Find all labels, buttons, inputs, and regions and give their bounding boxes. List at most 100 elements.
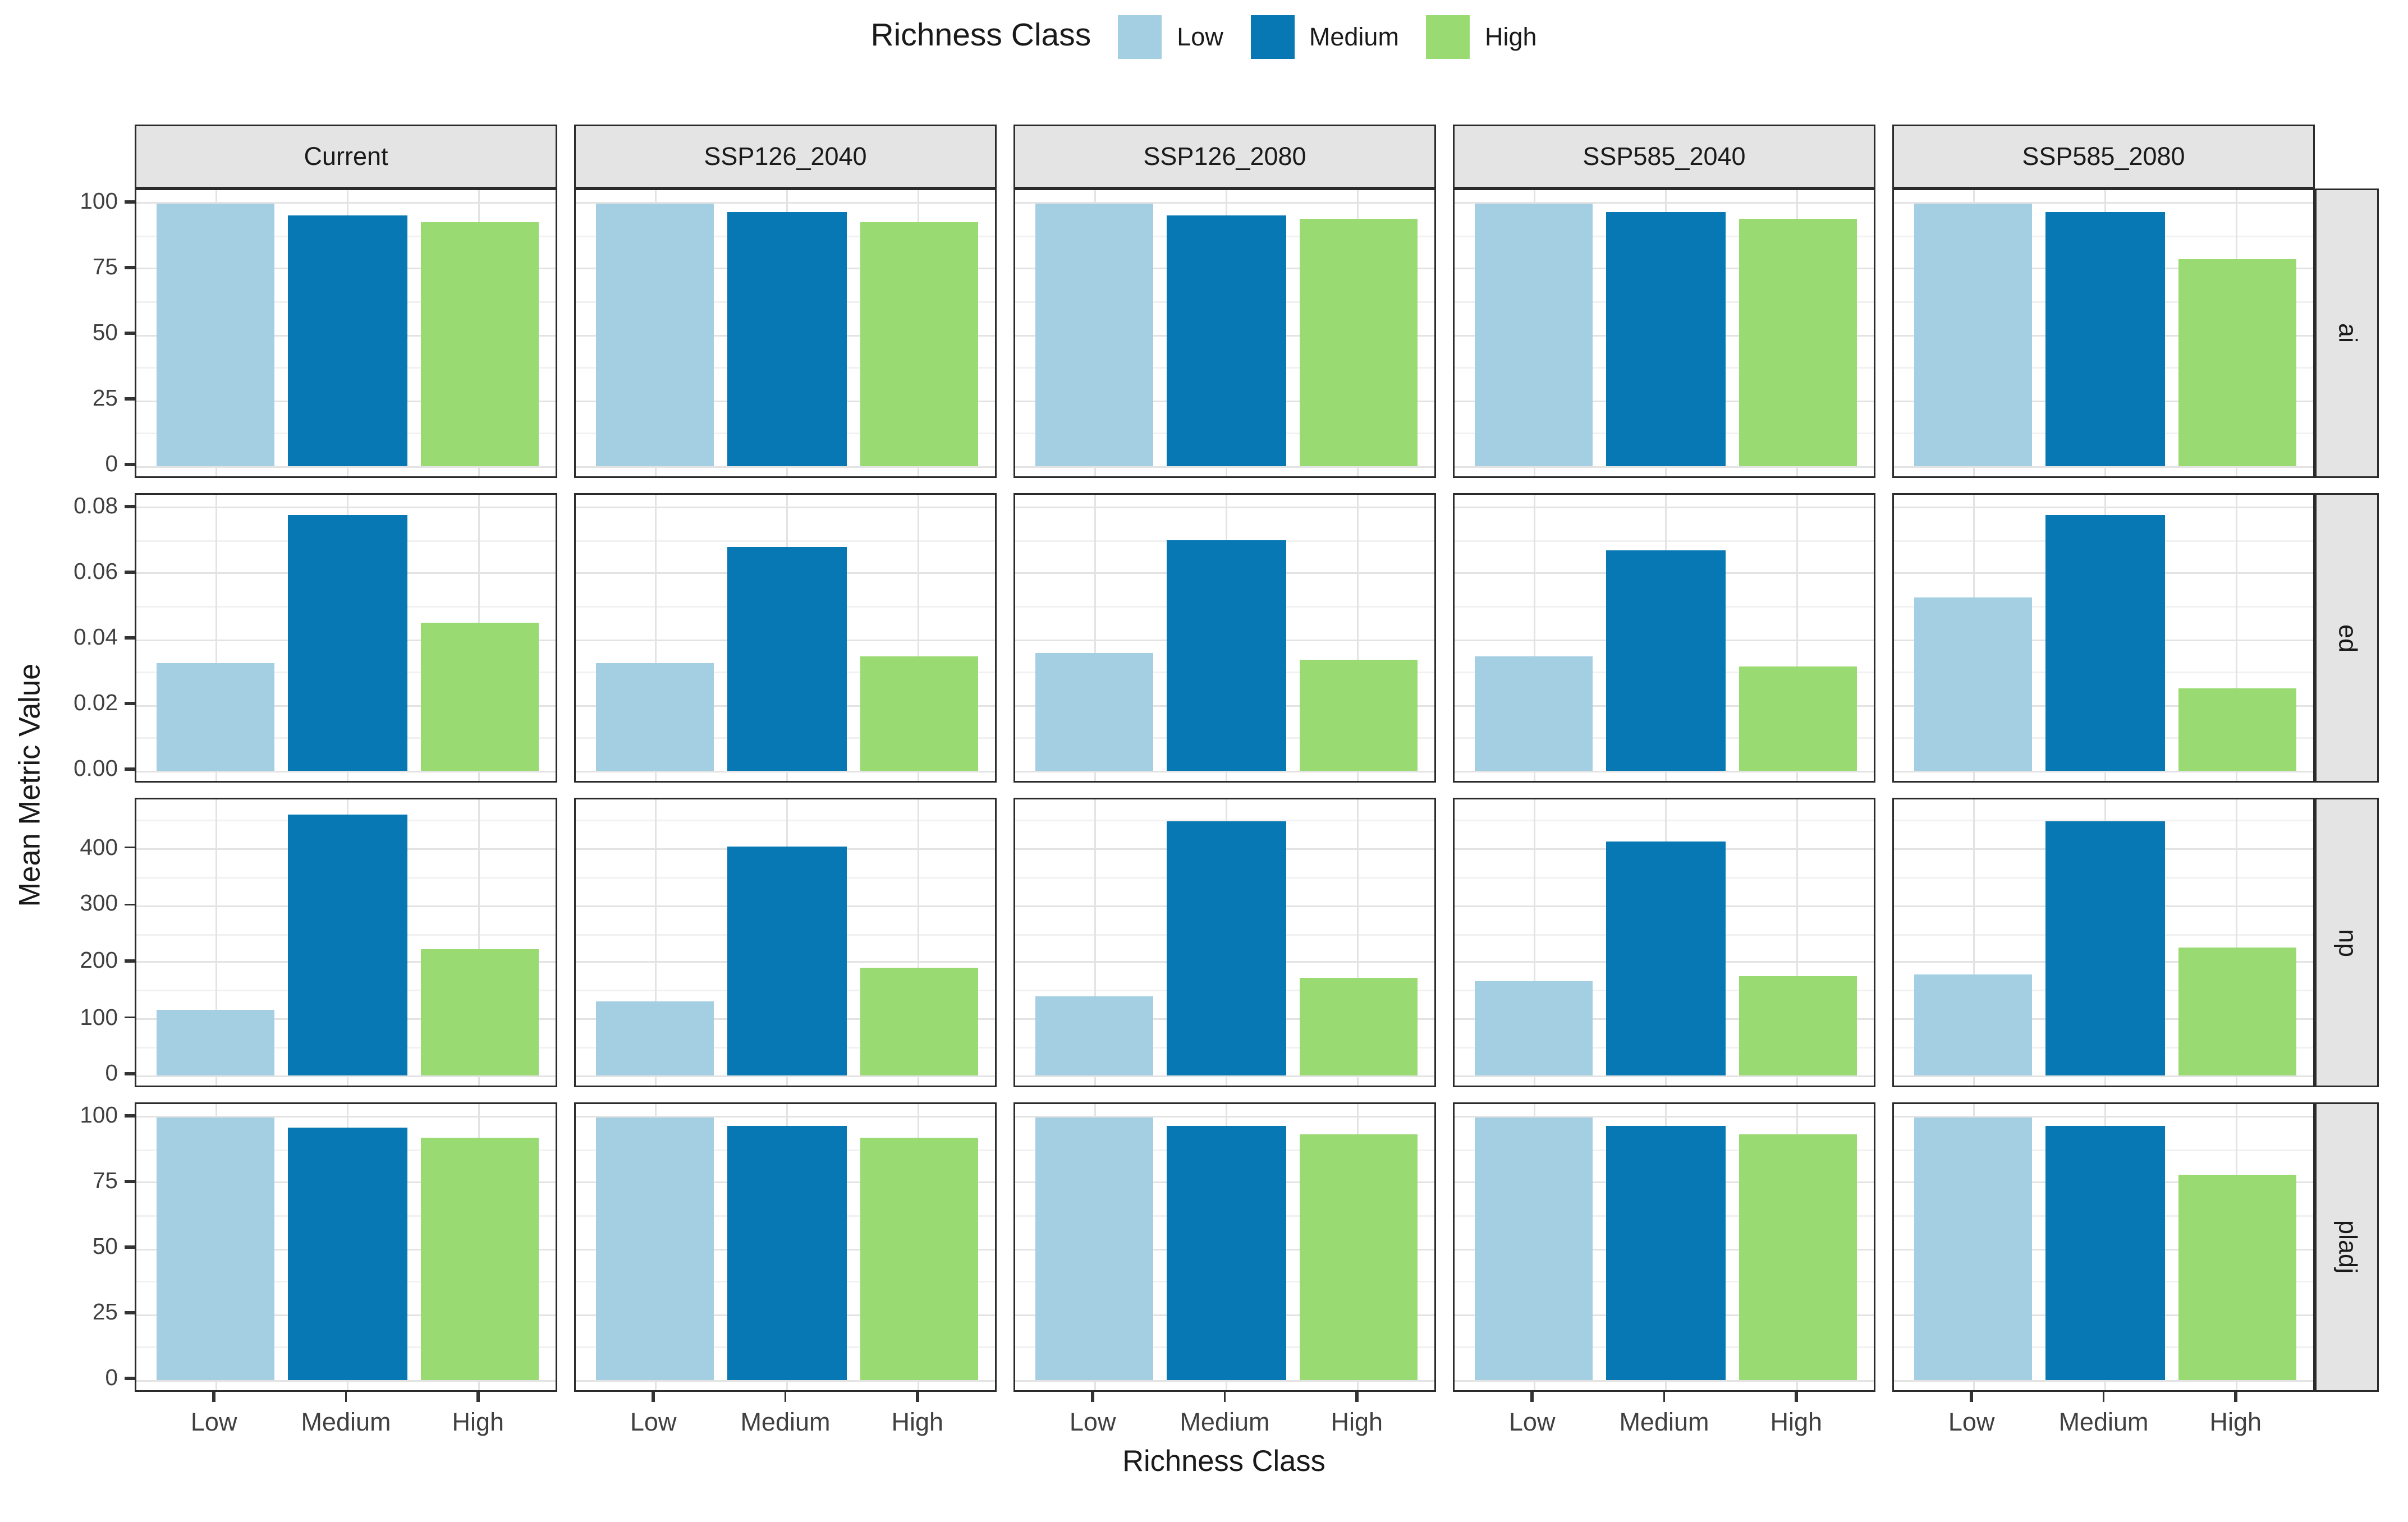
x-axis-title: Richness Class [1122,1444,1325,1478]
bar-medium-np [727,846,847,1076]
y-tick-label: 400 [80,834,118,860]
facet-panel [574,493,997,783]
facet-column-strip: Current [135,125,557,188]
bar-low-np [1914,974,2033,1076]
gridline-major [1455,202,1874,204]
gridline-major [1455,466,1874,468]
y-axis-tick [125,903,135,906]
bar-low-np [1474,981,1593,1076]
gridline-major [576,466,995,468]
y-axis-tick [125,463,135,466]
bar-high-ai [1739,219,1857,467]
gridline-major [1894,507,2313,509]
bar-medium-pladj [1606,1126,1726,1381]
gridline-vertical [1797,495,1799,781]
bar-medium-pladj [288,1128,407,1381]
gridline-major [1894,1116,2313,1118]
gridline-major [136,507,556,509]
y-axis-tick [125,959,135,963]
bar-medium-pladj [1167,1126,1286,1381]
gridline-major [576,770,995,773]
x-axis-tick [476,1392,480,1402]
legend: Richness Class Low Medium High [0,15,2407,59]
bar-low-np [156,1009,275,1076]
gridline-major [576,202,995,204]
bar-low-ed [1914,596,2033,771]
y-tick-label: 50 [92,320,118,345]
facet-row-strip-label: pladj [2332,1220,2361,1274]
gridline-major [136,202,556,204]
gridline-vertical [1533,495,1535,781]
y-axis-tick [125,1073,135,1075]
gridline-major [1894,1380,2313,1382]
facet-row-strip: ai [2315,188,2379,478]
facet-panel [1013,798,1436,1087]
gridline-major [1894,1075,2313,1077]
bar-medium-ai [2045,212,2165,467]
y-tick-label: 75 [92,1167,118,1193]
bar-high-ed [2178,688,2297,771]
x-tick-label: Low [1948,1409,1995,1437]
facet-panel [574,1102,997,1392]
bar-medium-np [2045,821,2165,1076]
x-tick-label: Low [630,1409,677,1437]
legend-key-high-icon [1425,15,1470,59]
gridline-major [576,507,995,509]
y-tick-label: 25 [92,1299,118,1325]
x-tick-label: Low [1508,1409,1556,1437]
facet-row-strip: np [2315,798,2379,1087]
y-tick-label: 0.00 [74,756,118,781]
legend-label-low: Low [1177,22,1223,52]
y-axis-tick [125,332,135,335]
gridline-vertical [1972,799,1974,1086]
x-tick-label: High [1770,1409,1823,1437]
facet-panel [1453,798,1875,1087]
y-tick-label: 25 [92,385,118,411]
gridline-major [1015,1075,1434,1077]
bar-high-np [860,967,979,1076]
y-axis-tick [125,702,135,705]
x-axis-tick [1970,1392,1973,1402]
facet-panel [1453,188,1875,478]
facet-panel [574,188,997,478]
y-tick-label: 0.08 [74,493,118,518]
facet-panel [1453,1102,1875,1392]
gridline-minor [1455,540,1874,542]
y-axis-tick [125,768,135,771]
x-axis-tick [2102,1392,2105,1402]
legend-item-low: Low [1118,15,1223,59]
facet-row-strip: ed [2315,493,2379,783]
bar-medium-np [1606,840,1726,1076]
facet-panel [1892,493,2315,783]
y-axis-tick [125,846,135,849]
x-axis-tick [1530,1392,1534,1402]
y-tick-label: 50 [92,1234,118,1259]
bar-low-ai [1474,203,1593,467]
gridline-vertical [918,495,920,781]
x-axis-tick [2234,1392,2237,1402]
x-tick-label: High [2209,1409,2262,1437]
x-tick-label: Low [1069,1409,1116,1437]
bar-medium-ai [288,215,407,467]
facet-panel [574,798,997,1087]
legend-title: Richness Class [870,19,1091,54]
x-tick-label: High [452,1409,504,1437]
y-axis-tick [125,1114,135,1117]
gridline-major [136,1116,556,1118]
y-axis-tick [125,505,135,508]
y-axis-tick [125,636,135,640]
gridline-major [1015,1380,1434,1382]
facet-column-strip: SSP585_2080 [1892,125,2315,188]
bar-high-pladj [1739,1134,1857,1381]
bar-medium-ed [2045,514,2165,771]
gridline-major [1894,466,2313,468]
y-axis-tick [125,200,135,203]
bar-high-pladj [860,1137,979,1381]
bar-high-ed [1299,659,1418,771]
bar-low-pladj [1035,1117,1154,1381]
bar-medium-ed [288,514,407,771]
bar-low-np [595,1002,714,1076]
bar-high-ed [860,656,979,771]
